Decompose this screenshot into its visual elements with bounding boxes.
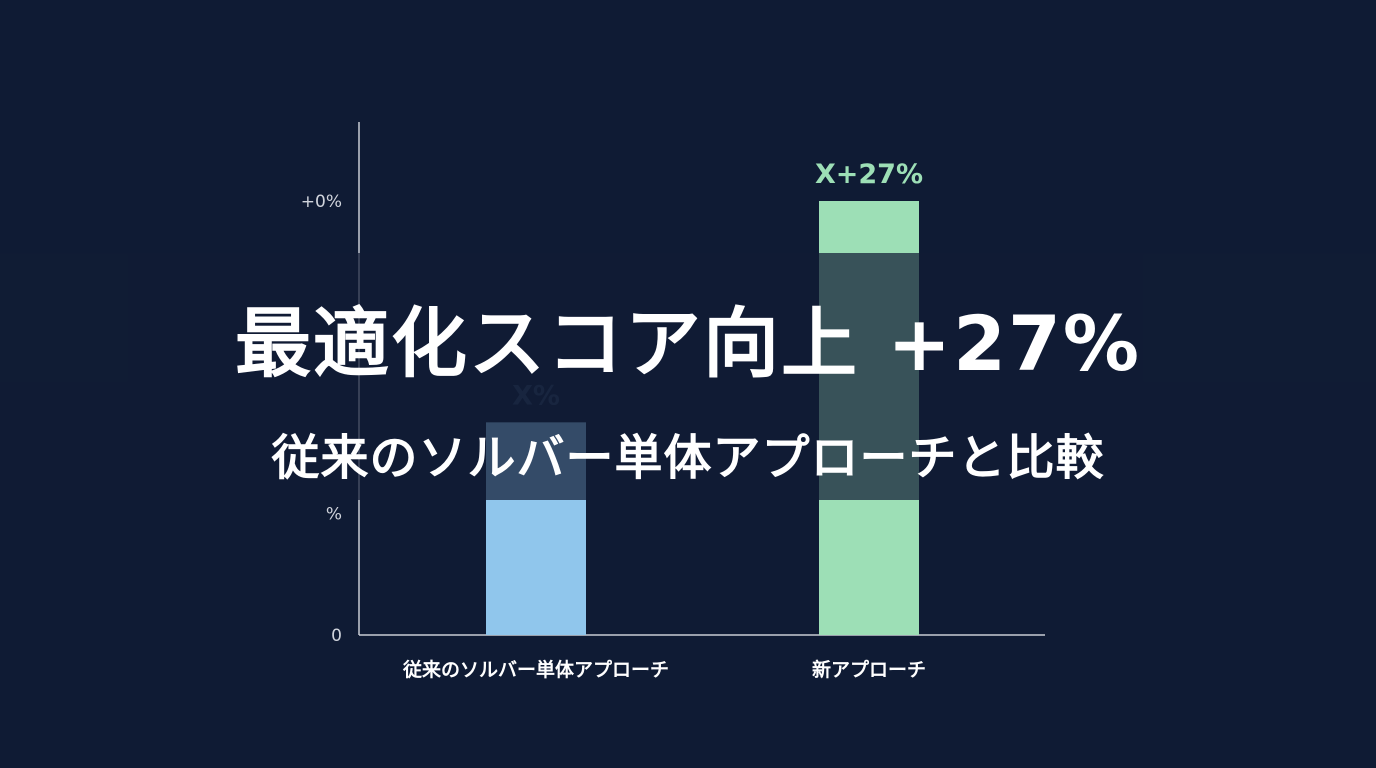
y-tick-label: +0% xyxy=(301,192,342,212)
headline: 最適化スコア向上 +27% xyxy=(234,299,1142,388)
overlay-band xyxy=(0,253,1376,500)
y-tick-label: % xyxy=(326,504,342,524)
data-label: X+27% xyxy=(815,159,923,190)
subheadline: 従来のソルバー単体アプローチと比較 xyxy=(271,430,1105,486)
x-tick-label: 新アプローチ xyxy=(812,658,926,681)
x-tick-label: 従来のソルバー単体アプローチ xyxy=(402,658,669,681)
y-tick-label: 0 xyxy=(331,626,342,646)
